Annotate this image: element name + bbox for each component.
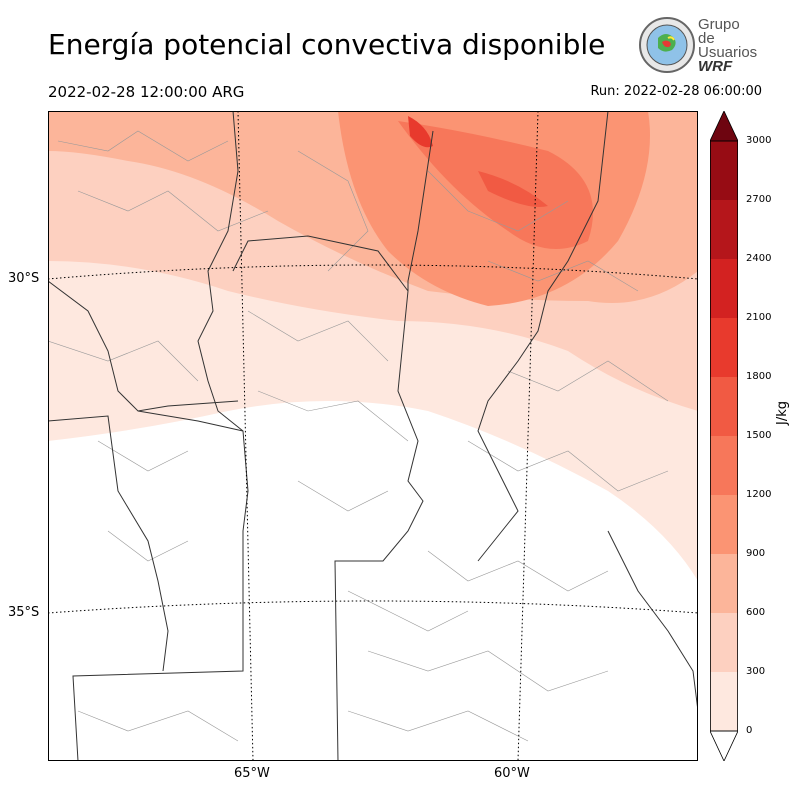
page-title: Energía potencial convectiva disponible (48, 28, 606, 61)
logo-line2: Usuarios (698, 44, 758, 61)
colorbar-tick-label: 1800 (746, 371, 772, 382)
valid-time: 2022-02-28 12:00:00 ARG (48, 83, 245, 101)
colorbar-segment (710, 495, 738, 554)
colorbar-tick-label: 2400 (746, 253, 772, 264)
wrf-logo: Grupo de Usuarios WRF (638, 16, 758, 76)
colorbar-tick-label: 900 (746, 548, 766, 559)
colorbar-tick-label: 0 (746, 725, 753, 736)
colorbar-tick-label: 3000 (746, 135, 772, 146)
cape-map (48, 111, 698, 761)
lon-label-65w: 65°W (234, 766, 270, 781)
colorbar-extend-min (710, 730, 738, 761)
colorbar-segment (710, 377, 738, 436)
colorbar-segment (710, 259, 738, 318)
run-time: Run: 2022-02-28 06:00:00 (590, 84, 762, 99)
colorbar-tick-label: 1500 (746, 430, 772, 441)
logo-line1: Grupo de (698, 16, 740, 47)
colorbar-segment (710, 554, 738, 613)
colorbar-tick-label: 2100 (746, 312, 772, 323)
colorbar-unit: J/kg (775, 401, 790, 425)
globe-icon (639, 17, 695, 73)
colorbar-extend-max (710, 111, 738, 142)
colorbar-segment (710, 141, 738, 200)
colorbar (710, 111, 738, 761)
colorbar-segment (710, 672, 738, 731)
colorbar-tick-label: 600 (746, 607, 766, 618)
colorbar-segment (710, 200, 738, 259)
colorbar-segment (710, 613, 738, 672)
colorbar-tick-label: 300 (746, 666, 766, 677)
colorbar-tick-label: 2700 (746, 194, 772, 205)
province-borders (48, 111, 698, 761)
colorbar-tick-label: 1200 (746, 489, 772, 500)
graticule (48, 111, 698, 761)
lat-label-30s: 30°S (8, 271, 40, 286)
lon-label-60w: 60°W (494, 766, 530, 781)
colorbar-segment (710, 318, 738, 377)
lat-label-35s: 35°S (8, 605, 40, 620)
logo-line3: WRF (698, 58, 733, 75)
district-borders (48, 130, 669, 742)
colorbar-segment (710, 436, 738, 495)
